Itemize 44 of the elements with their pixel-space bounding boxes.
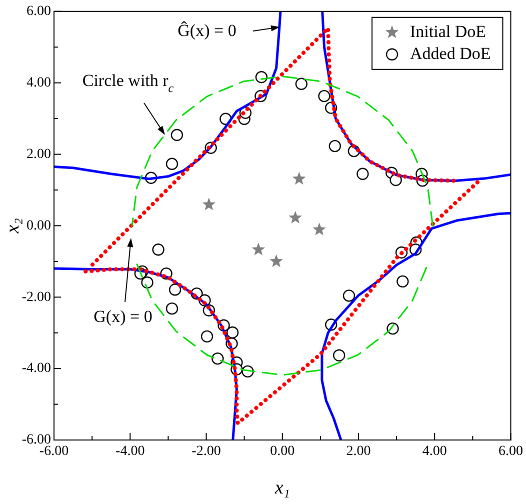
point — [328, 140, 341, 152]
point — [396, 275, 409, 288]
line-series — [84, 178, 482, 426]
point — [170, 128, 184, 142]
point — [141, 276, 154, 289]
point — [292, 172, 306, 185]
point — [295, 78, 308, 90]
y-axis-title: x₂ — [2, 218, 24, 234]
y-tick-label: 0.00 — [26, 218, 51, 234]
point — [342, 290, 356, 302]
x-tick-label: 2.00 — [346, 444, 371, 460]
x-tick-label: -6.00 — [39, 444, 69, 460]
point — [168, 284, 182, 296]
point — [166, 302, 178, 315]
x-tick-label: 0.00 — [270, 444, 295, 460]
y-tick-label: 2.00 — [26, 146, 51, 162]
point — [356, 168, 369, 180]
point — [255, 71, 268, 84]
point — [152, 244, 164, 256]
annotation: Circle with r$_{c}$ — [82, 70, 174, 95]
point — [212, 352, 224, 365]
point — [332, 349, 346, 362]
point — [252, 242, 266, 256]
point — [312, 222, 326, 236]
point — [226, 326, 239, 339]
annotation: Ĝ(x) = 0 — [178, 20, 236, 40]
x-tick-label: 6.00 — [498, 444, 523, 460]
y-tick-label: 4.00 — [26, 76, 51, 91]
x-axis-title: x₁ — [274, 478, 290, 499]
annotation: G(x) = 0 — [94, 306, 152, 326]
x-tick-label: 4.00 — [422, 444, 447, 460]
point — [200, 330, 214, 343]
y-tick-label: -2.00 — [22, 290, 51, 305]
point — [318, 90, 330, 102]
x-tick-label: -2.00 — [192, 444, 221, 460]
legend-label: Initial DoE — [410, 22, 486, 41]
legend-label: Added DoE — [410, 44, 491, 63]
y-tick-label: -4.00 — [22, 361, 51, 376]
point — [166, 158, 178, 170]
point — [288, 210, 302, 224]
x-tick-label: -4.00 — [116, 444, 145, 460]
point — [202, 198, 216, 210]
y-tick-label: 6.00 — [26, 4, 51, 20]
point — [270, 254, 283, 268]
